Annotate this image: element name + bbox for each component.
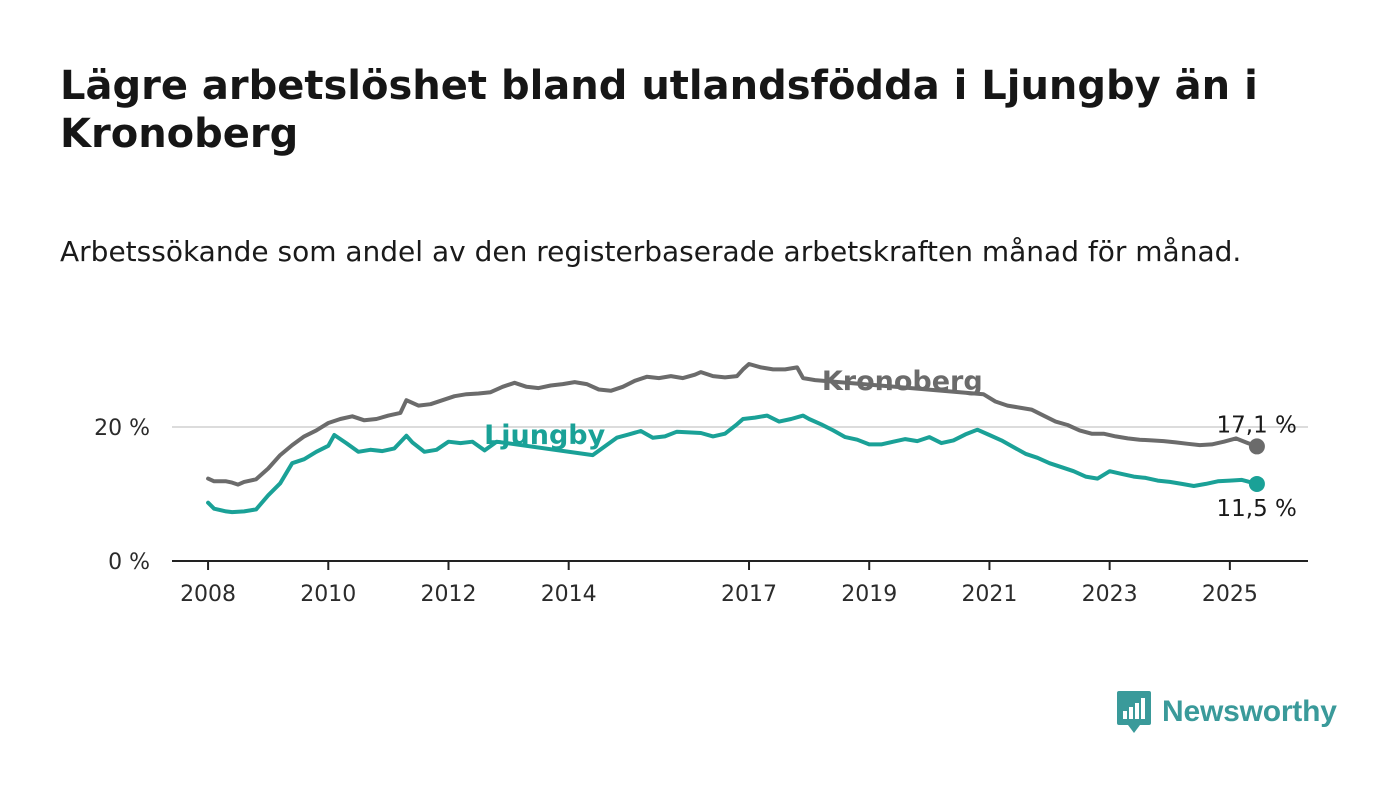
chart-subtitle: Arbetssökande som andel av den registerb… [60, 235, 1242, 268]
series-line-ljungby [206, 413, 1259, 515]
series-line-kronoberg [206, 362, 1259, 487]
axes: 0 % 20 % 2008 2010 2012 2014 2017 2019 2021 2023 2… [94, 416, 1308, 607]
series-name-label: Kronoberg [822, 366, 983, 397]
brand-name: Newsworthy [1162, 695, 1337, 728]
x-tick-label: 2021 [961, 582, 1017, 607]
x-tick-label: 2008 [180, 582, 236, 607]
x-tick-label: 2010 [300, 582, 356, 607]
brand-logo: Newsworthy [1116, 688, 1337, 736]
x-tick-label: 2012 [420, 582, 476, 607]
x-tick-label: 2025 [1202, 582, 1258, 607]
x-tick-label: 2017 [721, 582, 777, 607]
x-tick-label: 2023 [1082, 582, 1138, 607]
end-marker-kronoberg [1248, 438, 1265, 455]
x-tick-label: 2019 [841, 582, 897, 607]
bar-chart-speech-bubble-icon [1117, 691, 1151, 733]
end-value-label: 11,5 % [1217, 496, 1297, 522]
series-lines [206, 362, 1265, 515]
series-name-label: Ljungby [484, 420, 606, 451]
x-tick-label: 2014 [541, 582, 597, 607]
y-tick-label: 0 % [108, 550, 150, 575]
end-marker-ljungby [1248, 475, 1265, 492]
chart-title: Lägre arbetslöshet bland utlandsfödda i … [60, 63, 1258, 157]
end-value-label: 17,1 % [1217, 412, 1297, 438]
y-tick-label: 20 % [94, 416, 150, 441]
series-labels: 17,1 % 11,5 % Kronoberg Ljungby [484, 366, 1297, 522]
